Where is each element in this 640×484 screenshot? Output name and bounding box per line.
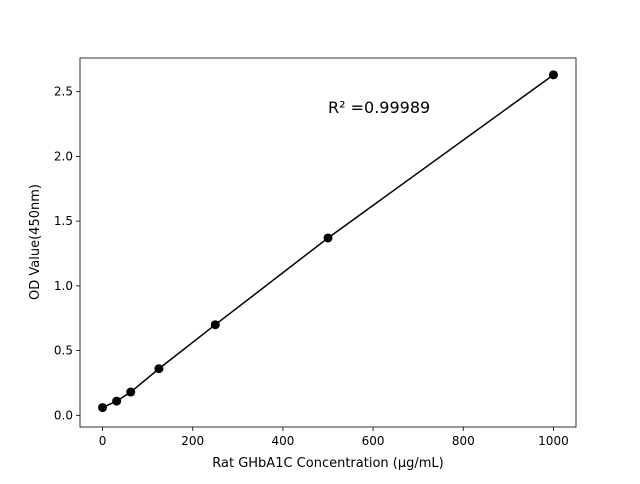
x-tick-label: 600 [362, 434, 385, 448]
r-squared-annotation: R² =0.99989 [328, 98, 430, 117]
y-tick-label: 2.5 [54, 85, 73, 99]
data-point [126, 387, 136, 397]
plot-frame [79, 57, 577, 428]
y-axis-label: OD Value(450nm) [28, 184, 43, 300]
x-axis-label: Rat GHbA1C Concentration (µg/mL) [212, 456, 443, 471]
data-point [548, 70, 558, 80]
data-point [323, 233, 333, 243]
x-tick-label: 1000 [538, 434, 569, 448]
data-point [154, 364, 164, 374]
y-tick-label: 1.5 [54, 214, 73, 228]
data-point [98, 403, 108, 413]
x-tick-label: 800 [452, 434, 475, 448]
y-tick-label: 0.5 [54, 344, 73, 358]
data-point [210, 320, 220, 330]
data-point [112, 396, 122, 406]
x-tick-label: 400 [271, 434, 294, 448]
y-tick-label: 0.0 [54, 408, 73, 422]
y-tick-label: 1.0 [54, 279, 73, 293]
x-tick-label: 0 [99, 434, 107, 448]
x-tick-label: 200 [181, 434, 204, 448]
y-tick-label: 2.0 [54, 149, 73, 163]
